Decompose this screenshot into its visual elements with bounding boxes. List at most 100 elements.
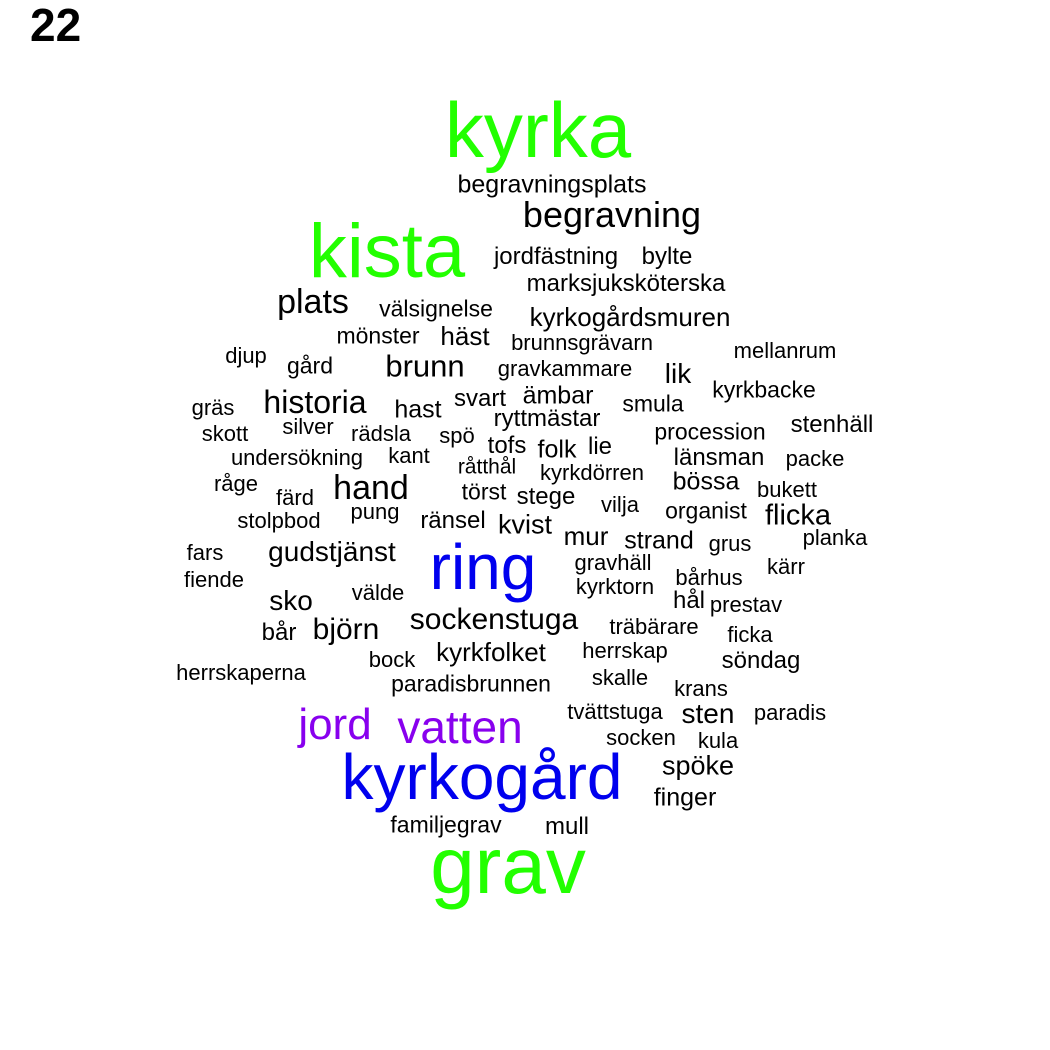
word-h-l: hål [672,587,706,614]
word-ryttm-star: ryttmästar [493,405,601,432]
word-brunn: brunn [385,348,465,384]
word-packe: packe [785,446,845,471]
word-kyrkbacke: kyrkbacke [712,376,816,403]
word-kyrkd-rren: kyrkdörren [540,460,644,485]
word-mull: mull [544,813,590,840]
word-h-st: häst [440,321,490,351]
word-kyrkog-rd: kyrkogård [341,741,623,813]
word-gr-s: gräs [191,395,235,420]
word-f-rd: färd [276,485,314,510]
word-bylte: bylte [641,243,693,270]
word-tofs: tofs [487,432,527,459]
word-brunnsgr-varn: brunnsgrävarn [511,330,653,355]
word-kula: kula [697,728,739,753]
word-hast: hast [394,395,442,424]
word-gudstj-nst: gudstjänst [268,536,396,567]
word-stolpbod: stolpbod [237,508,321,533]
word-b-r: bår [261,619,297,646]
word-paradis: paradis [753,700,827,725]
word-plats: plats [277,283,349,321]
word-k-rr: kärr [767,554,805,579]
word-marksjuksk-terska: marksjuksköterska [526,270,726,297]
word-herrskaperna: herrskaperna [176,660,306,685]
word-b-ssa: bössa [672,467,740,496]
word-kyrktorn: kyrktorn [575,574,655,599]
word-lik: lik [664,358,692,389]
word-stenh-ll: stenhäll [790,411,874,438]
word-begravningsplats: begravningsplats [457,170,647,199]
word-vatten: vatten [397,701,523,753]
word-r-dsla: rädsla [351,421,411,446]
word-ficka: ficka [727,622,773,647]
word-paradisbrunnen: paradisbrunnen [391,670,551,697]
word-r-nsel: ränsel [420,507,486,534]
panel-number: 22 [30,0,82,51]
word-skott: skott [201,421,249,446]
word-silver: silver [282,414,334,439]
word-m-nster: mönster [336,322,420,349]
word-historia: historia [263,384,367,420]
word-v-lsignelse: välsignelse [379,295,493,322]
word-sockenstuga: sockenstuga [409,603,579,636]
word-organist: organist [665,497,747,524]
word-bukett: bukett [757,477,817,502]
word-folk: folk [537,435,577,464]
word-jordf-stning: jordfästning [493,243,619,270]
word-mur: mur [563,521,609,551]
word-bj-rn: björn [312,613,380,646]
word-prestav: prestav [709,592,783,617]
word-g-rd: gård [286,352,334,379]
word-pung: pung [350,499,400,524]
word-fiende: fiende [184,567,244,592]
word-gravh-ll: gravhäll [574,550,652,575]
word-kyrkog-rdsmuren: kyrkogårdsmuren [529,302,731,332]
word-bock: bock [368,647,416,672]
word-flicka: flicka [764,499,832,532]
word-kista: kista [308,209,466,294]
word-t-rst: törst [461,478,507,505]
word-gravkammare: gravkammare [497,356,633,381]
word-lie: lie [587,433,613,460]
word-b-rhus: bårhus [675,565,743,590]
word-vilja: vilja [601,492,639,517]
word-kant: kant [388,443,430,468]
word-r-tth-l: råtthål [457,455,517,479]
word-ring: ring [429,531,537,603]
word-planka: planka [802,525,868,550]
word-begravning: begravning [522,194,702,235]
word-hand: hand [333,469,409,507]
word-s-ndag: söndag [721,647,801,674]
word-mbar: ämbar [522,381,594,410]
word-tr-b-rare: träbärare [609,614,699,639]
word-tv-ttstuga: tvättstuga [567,699,663,724]
word-sp-ke: spöke [661,750,735,781]
word-sko: sko [269,585,313,616]
word-jord: jord [298,700,372,749]
word-v-lde: välde [351,580,405,605]
word-mellanrum: mellanrum [733,338,837,363]
word-r-ge: råge [213,471,259,496]
word-kvist: kvist [498,509,552,540]
word-socken: socken [606,725,676,750]
word-grav: grav [430,821,586,910]
word-stege: stege [516,483,576,510]
word-procession: procession [654,418,766,445]
word-kyrka: kyrka [444,86,632,174]
word-strand: strand [624,526,694,555]
word-l-nsman: länsman [673,444,765,471]
word-unders-kning: undersökning [230,445,364,470]
word-djup: djup [225,343,267,368]
word-fars: fars [186,540,224,565]
word-smula: smula [622,390,684,417]
word-familjegrav: familjegrav [390,811,502,838]
word-grus: grus [708,531,752,556]
word-herrskap: herrskap [582,638,668,663]
word-sp: spö [439,423,475,448]
word-sten: sten [681,698,735,729]
word-kyrkfolket: kyrkfolket [436,637,546,667]
word-skalle: skalle [591,665,649,690]
word-svart: svart [453,385,507,412]
word-krans: krans [674,676,728,701]
word-finger: finger [653,783,717,812]
